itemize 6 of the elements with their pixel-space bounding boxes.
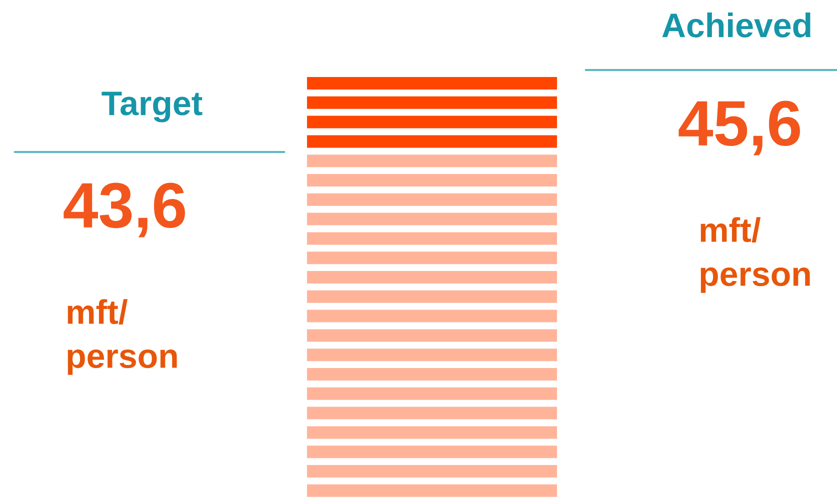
data-label: 43,6 bbox=[64, 182, 185, 238]
text: mft/ person bbox=[68, 299, 177, 375]
text: mft/ person bbox=[700, 217, 810, 293]
category-label: Achieved bbox=[662, 12, 810, 38]
category-label: Target bbox=[102, 92, 202, 122]
data-label: 45,6 bbox=[678, 100, 800, 156]
